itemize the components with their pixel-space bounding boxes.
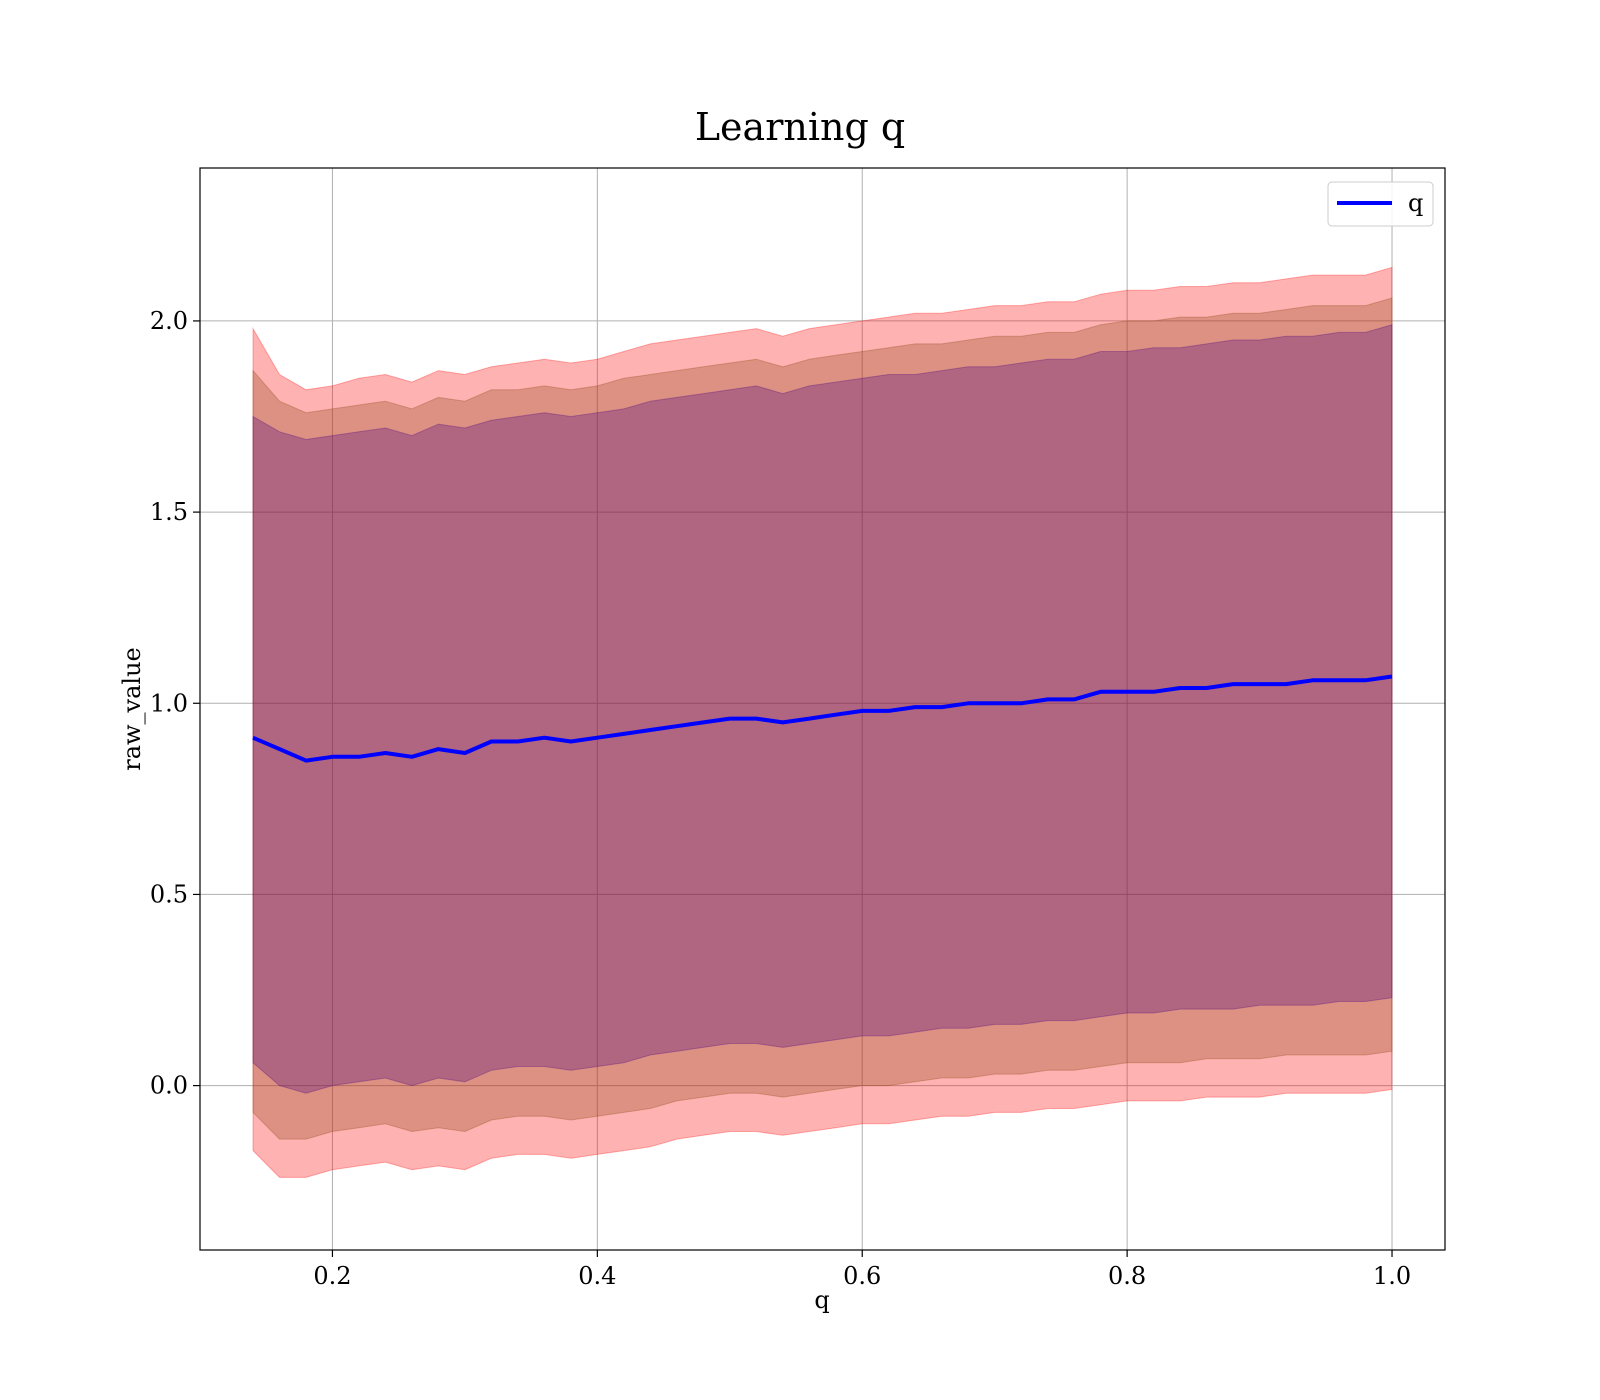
y-tick-label: 2.0 <box>150 307 188 335</box>
x-tick-label: 0.8 <box>1108 1262 1146 1290</box>
x-tick-label: 0.6 <box>843 1262 881 1290</box>
band-layer <box>252 266 1393 1178</box>
y-tick-label: 1.5 <box>150 498 188 526</box>
confidence-band-1 <box>252 266 1393 1178</box>
x-tick-label: 0.2 <box>313 1262 351 1290</box>
y-axis-label: raw_value <box>118 647 146 771</box>
y-tick-label: 0.5 <box>150 880 188 908</box>
y-tick-label: 1.0 <box>150 689 188 717</box>
line-layer <box>252 674 1393 763</box>
x-axis-ticks: 0.2 0.4 0.6 0.8 1.0 <box>313 1250 1411 1290</box>
series-line-q <box>252 674 1393 763</box>
y-tick-label: 0.0 <box>150 1072 188 1100</box>
legend-label-q: q <box>1408 189 1423 217</box>
legend: q <box>1327 181 1434 227</box>
plot-frame <box>199 167 1446 1251</box>
x-axis-label: q <box>814 1286 829 1314</box>
y-axis-ticks: 0.0 0.5 1.0 1.5 2.0 <box>150 307 200 1100</box>
x-tick-label: 0.4 <box>578 1262 616 1290</box>
chart-title: Learning q <box>695 105 905 149</box>
x-tick-label: 1.0 <box>1373 1262 1411 1290</box>
grid-layer <box>200 168 1445 1250</box>
confidence-band-3 <box>252 324 1393 1094</box>
